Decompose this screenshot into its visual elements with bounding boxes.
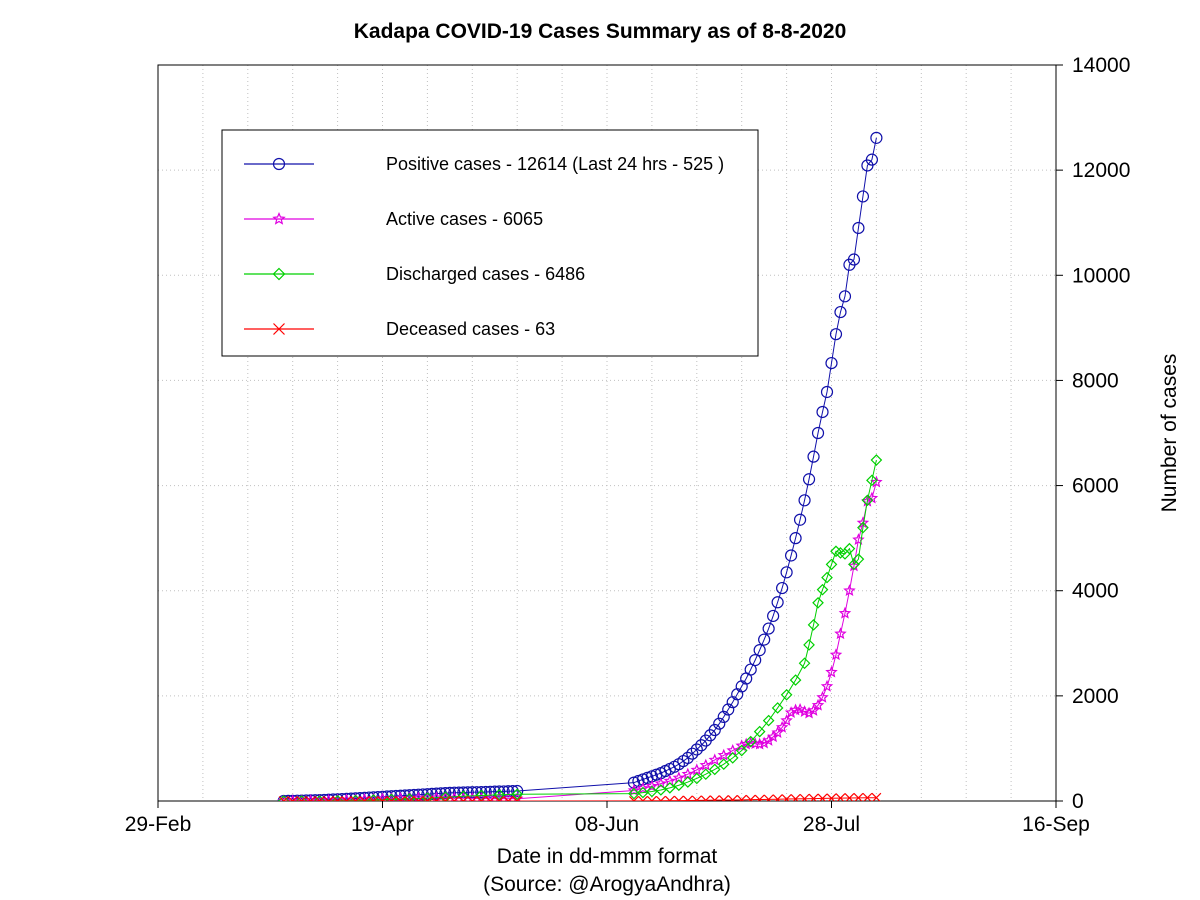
chart-svg: Kadapa COVID-19 Cases Summary as of 8-8-…: [0, 0, 1200, 900]
x-axis-label: Date in dd-mmm format: [497, 845, 718, 868]
source-label: (Source: @ArogyaAndhra): [483, 873, 731, 896]
chart-container: Kadapa COVID-19 Cases Summary as of 8-8-…: [0, 0, 1200, 900]
x-tick-label: 08-Jun: [575, 813, 639, 836]
y-tick-label: 4000: [1072, 580, 1119, 603]
y-tick-label: 14000: [1072, 54, 1130, 77]
legend-label: Deceased cases - 63: [386, 319, 555, 339]
y-tick-label: 12000: [1072, 159, 1130, 182]
legend-label: Discharged cases - 6486: [386, 264, 585, 284]
x-tick-label: 29-Feb: [125, 813, 192, 836]
y-tick-label: 10000: [1072, 264, 1130, 287]
x-tick-label: 28-Jul: [803, 813, 860, 836]
x-tick-label: 16-Sep: [1022, 813, 1090, 836]
chart-title: Kadapa COVID-19 Cases Summary as of 8-8-…: [354, 20, 847, 43]
y-tick-label: 2000: [1072, 685, 1119, 708]
legend-label: Active cases - 6065: [386, 209, 543, 229]
x-tick-label: 19-Apr: [351, 813, 414, 836]
y-tick-label: 6000: [1072, 475, 1119, 498]
y-tick-label: 8000: [1072, 369, 1119, 392]
y-tick-label: 0: [1072, 790, 1084, 813]
legend: Positive cases - 12614 (Last 24 hrs - 52…: [222, 130, 758, 356]
legend-label: Positive cases - 12614 (Last 24 hrs - 52…: [386, 154, 724, 174]
y-axis-label: Number of cases: [1158, 354, 1181, 513]
